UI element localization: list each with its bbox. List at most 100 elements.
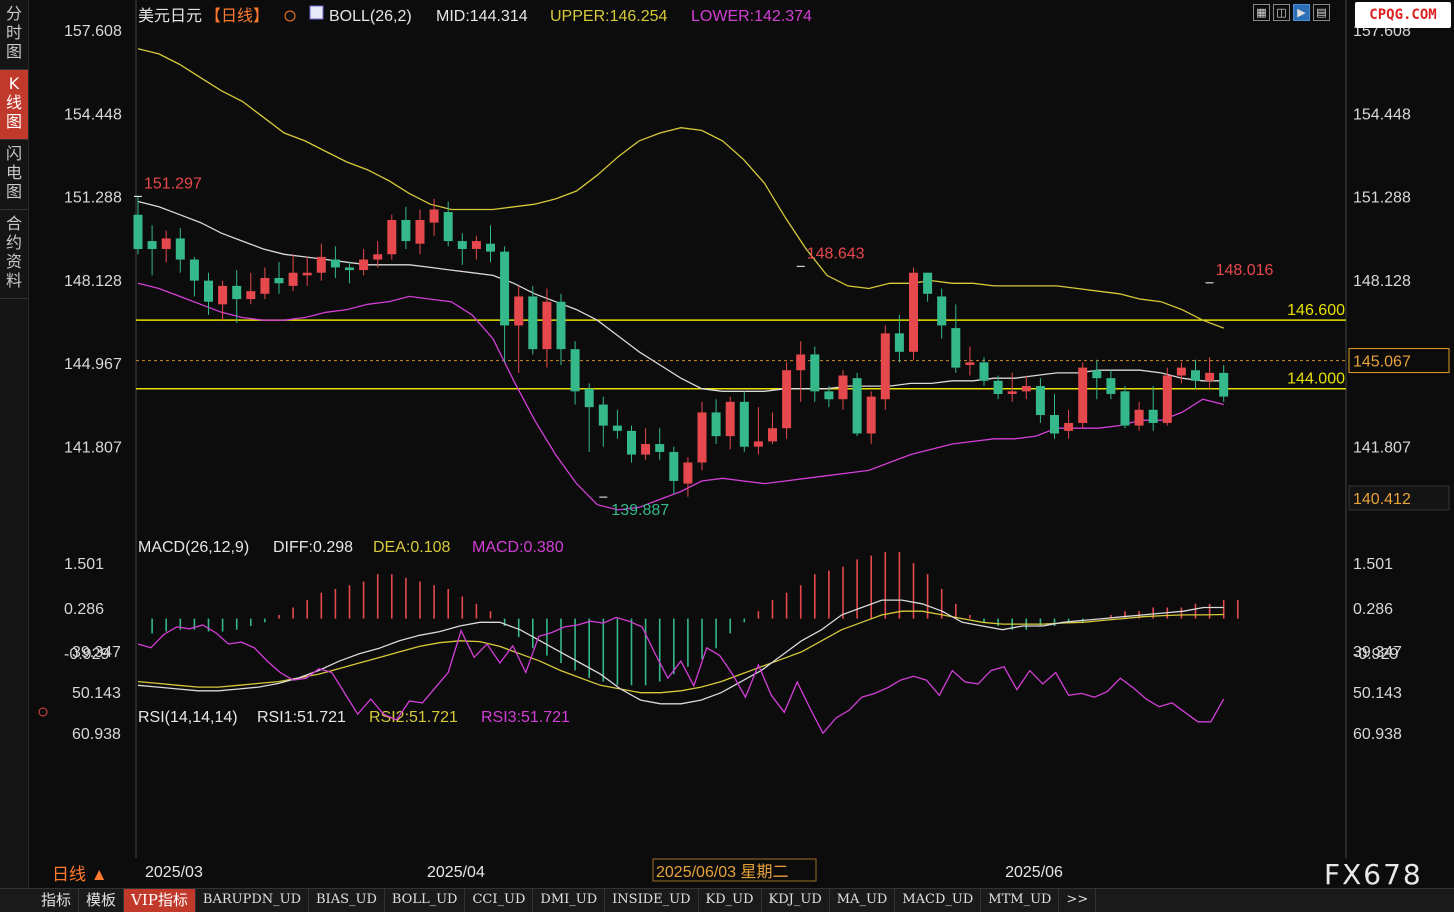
y-tick-label: 157.608 <box>64 23 122 40</box>
y-tick-label-right: 151.288 <box>1353 190 1411 207</box>
tab-flash[interactable]: 闪电图 <box>0 140 28 210</box>
candle-body <box>753 441 763 447</box>
candle-body <box>443 212 453 242</box>
candle-body <box>133 214 143 249</box>
candle-body <box>782 370 792 429</box>
split-icon[interactable]: ◫ <box>1273 4 1290 21</box>
indicator-tab[interactable]: 指标 <box>34 889 80 912</box>
grid-icon[interactable]: ▦ <box>1253 4 1270 21</box>
candle-body <box>1092 370 1102 379</box>
candle-body <box>401 219 411 242</box>
candle-body <box>683 462 693 484</box>
candle-body <box>669 451 679 481</box>
candle-body <box>359 259 369 271</box>
indicator-tab[interactable]: DMI_UD <box>533 889 606 912</box>
candle-body <box>556 301 566 350</box>
boll-params: BOLL(26,2) <box>329 8 412 25</box>
candle-body <box>387 219 397 255</box>
indicator-tab[interactable]: 模板 <box>79 889 125 912</box>
hline-label: 146.600 <box>1287 302 1345 319</box>
macd-value-label: MACD:0.380 <box>472 539 564 556</box>
tab-timeshare[interactable]: 分时图 <box>0 0 28 70</box>
play-icon[interactable]: ▶ <box>1293 4 1310 21</box>
candle-body <box>627 430 636 455</box>
rsi-y-tick-right: 50.143 <box>1353 685 1402 702</box>
candle-body <box>274 277 284 284</box>
y-tick-label: 144.967 <box>64 356 122 373</box>
x-tick-label: 2025/03 <box>145 864 203 881</box>
candle-body <box>345 267 354 271</box>
indicator-tab[interactable]: MTM_UD <box>981 889 1060 912</box>
extreme-label: 139.887 <box>611 502 669 519</box>
rsi1-label: RSI1:51.721 <box>257 709 346 726</box>
chart-canvas[interactable]: 美元日元 【日线】 BOLL(26,2) MID:144.314 UPPER:146.2… <box>28 0 1454 888</box>
candle-body <box>218 285 228 305</box>
last-price-label: 145.067 <box>1353 354 1411 371</box>
indicator-tab[interactable]: MACD_UD <box>895 889 982 912</box>
candle-body <box>880 333 890 400</box>
crosshair-icon <box>284 10 296 22</box>
candle-body <box>993 380 1003 394</box>
candle-body <box>189 259 199 281</box>
candle-body <box>1191 370 1200 381</box>
indicator-tab[interactable]: CCI_UD <box>465 889 534 912</box>
macd-diff-label: DIFF:0.298 <box>273 539 353 556</box>
indicator-tab[interactable]: INSIDE_UD <box>605 889 699 912</box>
extreme-label: 151.297 <box>144 175 202 192</box>
indicator-tab[interactable]: BIAS_UD <box>309 889 385 912</box>
y-tick-label: 148.128 <box>64 273 122 290</box>
symbol-title: 美元日元 <box>138 7 202 25</box>
indicator-tab[interactable]: VIP指标 <box>124 889 196 912</box>
candle-body <box>232 285 242 300</box>
candle-body <box>429 209 439 223</box>
candle-body <box>739 401 749 447</box>
x-tick-label: 2025/06 <box>1005 864 1063 881</box>
rsi2-label: RSI2:51.721 <box>369 709 458 726</box>
x-tick-label: 2025/04 <box>427 864 485 881</box>
boll-upper-line <box>137 48 1224 329</box>
candle-body <box>697 412 707 463</box>
indicator-tab[interactable]: BARUPDN_UD <box>196 889 309 912</box>
candle-body <box>852 378 862 434</box>
tab-label: 分时图 <box>5 4 22 61</box>
period-switch: 日线 ▲ <box>52 865 108 884</box>
macd-y-tick-right: 0.286 <box>1353 601 1393 618</box>
indicator-tab[interactable]: MA_UD <box>830 889 896 912</box>
candle-body <box>260 277 270 294</box>
candle-body <box>1035 386 1045 416</box>
macd-y-tick: -0.929 <box>64 646 109 663</box>
candle-body <box>330 259 340 268</box>
rsi-y-tick-right: 39.347 <box>1353 644 1402 661</box>
indicator-tab[interactable]: BOLL_UD <box>385 889 466 912</box>
y-tick-label: 154.448 <box>64 106 122 123</box>
candle-body <box>1007 391 1017 394</box>
layout-icon[interactable]: ▤ <box>1313 4 1330 21</box>
indicator-tab[interactable]: KDJ_UD <box>762 889 830 912</box>
tab-contract-info[interactable]: 合约资料 <box>0 210 28 299</box>
last-price-box <box>1348 348 1450 374</box>
boll-upper: UPPER:146.254 <box>550 8 668 25</box>
cursor-date-box <box>652 858 817 882</box>
rsi3-label: RSI3:51.721 <box>481 709 570 726</box>
y-tick-label-right: 141.807 <box>1353 440 1411 457</box>
candle-body <box>500 251 510 326</box>
rsi-title: RSI(14,14,14) <box>138 709 238 726</box>
y-tick-label-right: 148.128 <box>1353 273 1411 290</box>
cursor-date-label: 2025/06/03 星期二 <box>656 863 789 881</box>
indicator-tab[interactable]: KD_UD <box>699 889 762 912</box>
candle-body <box>246 291 256 300</box>
candle-body <box>810 354 820 392</box>
tab-label: 闪电图 <box>5 144 22 201</box>
indicator-tab[interactable]: >> <box>1059 889 1097 912</box>
macd-y-tick: 1.501 <box>64 556 104 573</box>
low-price-box <box>1348 485 1450 511</box>
candle-body <box>528 296 538 350</box>
candle-body <box>909 272 918 352</box>
candle-body <box>796 354 806 371</box>
extreme-label: 148.016 <box>1216 262 1274 279</box>
hline-label: 144.000 <box>1287 371 1345 388</box>
macd-dea-label: DEA:0.108 <box>373 539 450 556</box>
